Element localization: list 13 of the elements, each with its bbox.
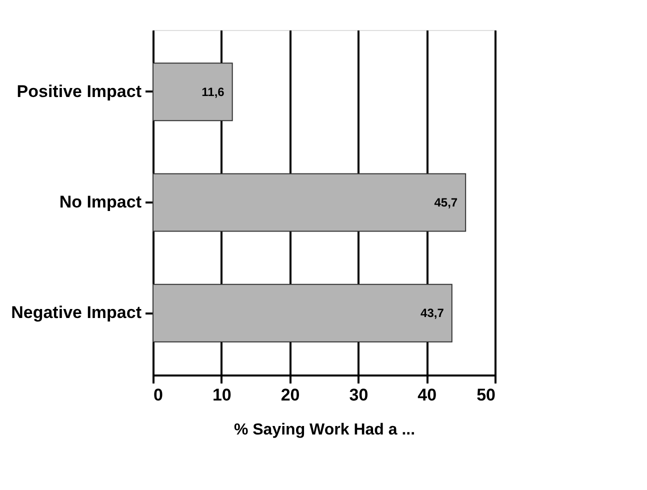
data-label: 43,7 (420, 306, 444, 320)
x-tick-label: 30 (349, 386, 368, 404)
x-tick-label: 20 (280, 386, 300, 404)
y-tick-label: Positive Impact (16, 82, 142, 101)
x-tick-label: 40 (418, 386, 437, 404)
x-tick-label: 50 (476, 386, 496, 404)
x-tick-label: 10 (212, 386, 232, 404)
y-tick-label: No Impact (59, 192, 142, 212)
data-label: 11,6 (202, 84, 225, 99)
x-tick-label: 0 (154, 386, 163, 404)
y-tick-label: Negative Impact (11, 303, 142, 322)
data-label: 45,7 (434, 196, 458, 210)
x-axis-title: % Saying Work Had a ... (234, 422, 416, 438)
